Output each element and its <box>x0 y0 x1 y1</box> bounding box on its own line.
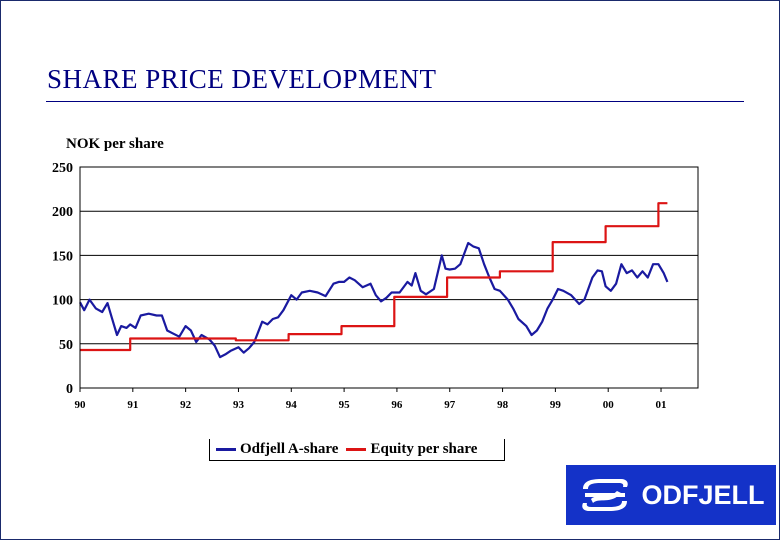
y-tick-label: 50 <box>59 338 73 353</box>
legend-label-a-share: Odfjell A-share <box>240 441 339 457</box>
x-tick-label: 97 <box>444 399 456 411</box>
title-divider <box>46 101 744 102</box>
x-tick-label: 91 <box>127 399 138 411</box>
y-tick-label: 250 <box>52 161 73 176</box>
gridlines <box>80 166 698 389</box>
x-tick-label: 92 <box>180 399 192 411</box>
legend-item-a-share: Odfjell A-share <box>216 441 338 458</box>
x-tick-label: 95 <box>339 399 351 411</box>
y-tick-label: 100 <box>52 294 73 309</box>
page-title: SHARE PRICE DEVELOPMENT <box>47 64 437 94</box>
chart-legend: Odfjell A-share Equity per share <box>209 439 505 461</box>
x-tick-label: 98 <box>497 399 509 411</box>
legend-swatch-a-share <box>216 448 236 451</box>
x-tick-label: 96 <box>391 399 403 411</box>
logo-text: ODFJELL <box>641 479 765 510</box>
x-tick-label: 99 <box>550 399 562 411</box>
x-tick-label: 94 <box>286 399 298 411</box>
x-tick-label: 01 <box>656 399 667 411</box>
y-tick-label: 200 <box>52 205 73 220</box>
legend-item-equity: Equity per share <box>346 441 477 458</box>
series-line-a-share <box>79 241 669 359</box>
odfjell-link-icon <box>582 479 629 511</box>
x-tick-label: 90 <box>75 399 87 411</box>
y-axis-label: NOK per share <box>66 136 164 152</box>
y-tick-label: 0 <box>66 382 73 397</box>
x-tick-label: 00 <box>603 399 615 411</box>
company-logo: ODFJELL <box>566 465 776 525</box>
plot-area-border <box>79 166 699 389</box>
x-tick-labels: 90 91 92 93 94 95 96 97 98 99 00 01 <box>75 388 667 411</box>
legend-label-equity: Equity per share <box>370 441 478 457</box>
x-tick-label: 93 <box>233 399 245 411</box>
y-tick-label: 150 <box>52 249 73 264</box>
y-tick-labels: 250 200 150 100 50 0 <box>52 161 73 397</box>
data-series <box>79 202 669 359</box>
series-line-equity <box>80 202 668 352</box>
legend-swatch-equity <box>346 448 367 451</box>
